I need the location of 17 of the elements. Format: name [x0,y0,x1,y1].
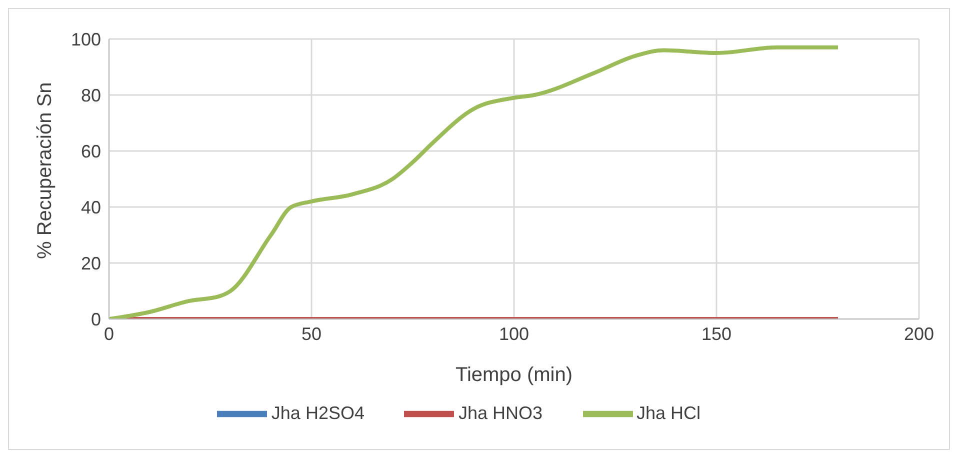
y-tick-label: 40 [80,197,101,218]
legend-label: Jha H2SO4 [271,402,364,423]
x-tick-label: 200 [904,324,934,344]
y-tick-label: 60 [80,141,101,162]
y-tick-label: 100 [70,29,101,50]
y-tick-label: 20 [80,253,101,274]
y-tick-label: 80 [80,85,101,106]
x-axis-title: Tiempo (min) [455,364,573,386]
x-tick-label: 150 [701,324,732,344]
legend-label: Jha HNO3 [458,402,543,423]
legend-label: Jha HCl [636,402,701,423]
line-series [109,45,840,319]
x-tick-label: 50 [301,324,322,344]
x-tick-label: 0 [104,324,114,344]
y-tick-label: 0 [90,309,101,330]
x-tick-label: 100 [498,324,530,344]
y-axis-title: % Recuperación Sn [34,82,56,259]
